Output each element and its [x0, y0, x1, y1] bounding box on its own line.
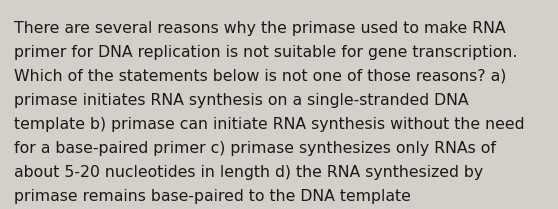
- Text: primase remains base-paired to the DNA template: primase remains base-paired to the DNA t…: [14, 189, 411, 204]
- Text: template b) primase can initiate RNA synthesis without the need: template b) primase can initiate RNA syn…: [14, 117, 525, 132]
- Text: for a base-paired primer c) primase synthesizes only RNAs of: for a base-paired primer c) primase synt…: [14, 141, 496, 156]
- Text: primer for DNA replication is not suitable for gene transcription.: primer for DNA replication is not suitab…: [14, 45, 517, 60]
- Text: Which of the statements below is not one of those reasons? a): Which of the statements below is not one…: [14, 69, 506, 84]
- Text: about 5-20 nucleotides in length d) the RNA synthesized by: about 5-20 nucleotides in length d) the …: [14, 165, 483, 180]
- Text: There are several reasons why the primase used to make RNA: There are several reasons why the primas…: [14, 21, 506, 36]
- Text: primase initiates RNA synthesis on a single-stranded DNA: primase initiates RNA synthesis on a sin…: [14, 93, 469, 108]
